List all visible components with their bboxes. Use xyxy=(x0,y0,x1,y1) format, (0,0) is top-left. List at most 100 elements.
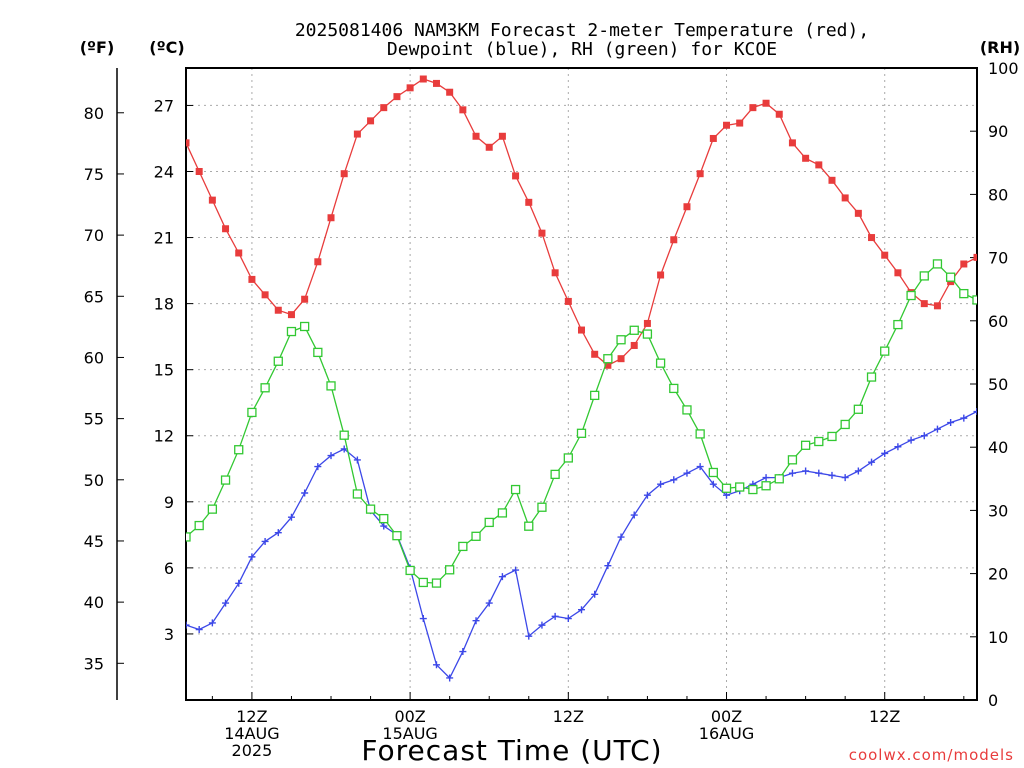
dewpoint-point xyxy=(353,456,361,464)
rh-point xyxy=(945,272,956,282)
dewpoint-point xyxy=(894,443,902,451)
x-tick-label: 2025 xyxy=(232,741,273,760)
grid-lines xyxy=(186,68,977,700)
dewpoint-line xyxy=(186,410,977,680)
series-dewpoint xyxy=(186,399,994,682)
rh-point xyxy=(445,565,455,575)
rh-point xyxy=(207,504,218,514)
temperature-point xyxy=(881,251,889,259)
rh-point xyxy=(748,484,758,495)
temperature-point xyxy=(235,249,243,257)
x-tick-label: 15AUG xyxy=(382,724,437,743)
temperature-point xyxy=(222,225,230,233)
dewpoint-point xyxy=(419,615,427,623)
x-tick-label: 12Z xyxy=(553,707,584,726)
rh-point xyxy=(405,565,415,576)
dewpoint-point xyxy=(630,511,638,519)
fahrenheit-tick-label: 80 xyxy=(84,104,104,123)
dewpoint-point xyxy=(498,573,506,581)
dewpoint-point xyxy=(287,513,295,521)
dewpoint-point xyxy=(762,474,770,482)
temperature-point xyxy=(630,341,638,349)
rh-point xyxy=(576,428,587,438)
dewpoint-point xyxy=(485,599,493,607)
rh-tick-label: 20 xyxy=(988,565,1008,584)
temperature-point xyxy=(868,234,876,242)
temperature-point xyxy=(657,271,665,279)
rh-point xyxy=(787,455,798,465)
rh-point xyxy=(866,372,877,382)
rh-point xyxy=(774,474,784,484)
rh-point xyxy=(339,430,349,440)
dewpoint-point xyxy=(670,476,678,484)
dewpoint-point xyxy=(841,474,849,482)
dewpoint-point xyxy=(815,469,823,477)
dewpoint-point xyxy=(868,458,876,466)
temperature-point xyxy=(380,104,388,112)
rh-point xyxy=(761,481,771,491)
fahrenheit-tick-label: 70 xyxy=(84,226,104,245)
dewpoint-point xyxy=(987,399,994,406)
temperature-point xyxy=(353,130,361,138)
rh-point xyxy=(273,356,283,366)
dewpoint-point xyxy=(340,445,348,453)
temperature-point xyxy=(815,161,823,169)
temperature-point xyxy=(367,117,375,125)
x-tick-label: 14AUG xyxy=(224,724,279,743)
temperature-point xyxy=(314,258,322,266)
dewpoint-point xyxy=(788,469,796,477)
temperature-point xyxy=(591,350,599,358)
rh-point xyxy=(880,346,890,356)
rh-point xyxy=(853,404,863,414)
temperature-point xyxy=(643,319,651,327)
temperature-point xyxy=(525,198,533,206)
rh-point xyxy=(919,271,929,281)
temperature-point xyxy=(208,196,216,204)
rh-point xyxy=(642,329,653,339)
rh-point xyxy=(186,532,191,542)
rh-point xyxy=(524,521,534,531)
fahrenheit-tick-label: 50 xyxy=(84,471,104,490)
rh-point xyxy=(590,390,600,401)
dewpoint-point xyxy=(564,615,572,623)
fahrenheit-tick-label: 75 xyxy=(84,165,104,184)
rh-line xyxy=(186,262,977,584)
rh-point xyxy=(194,520,204,531)
temperature-point xyxy=(538,229,546,237)
fahrenheit-tick-label: 35 xyxy=(84,654,104,673)
temperature-point xyxy=(432,79,440,87)
temperature-point xyxy=(301,295,309,303)
dewpoint-point xyxy=(248,553,256,561)
temperature-point xyxy=(788,139,796,147)
series-temperature xyxy=(186,75,977,369)
rh-tick-label: 30 xyxy=(988,501,1008,520)
temperature-point xyxy=(393,93,401,101)
rh-point xyxy=(721,483,732,493)
temperature-point xyxy=(973,253,977,261)
dewpoint-point xyxy=(828,471,836,479)
temperature-point xyxy=(933,302,941,310)
fahrenheit-tick-label: 60 xyxy=(84,348,104,367)
dewpoint-point xyxy=(683,469,691,477)
temperature-point xyxy=(186,139,190,147)
dewpoint-point xyxy=(235,579,243,587)
dewpoint-point xyxy=(551,612,559,620)
rh-point xyxy=(932,259,943,269)
rh-point xyxy=(682,405,692,415)
temperature-point xyxy=(749,104,757,112)
dewpoint-point xyxy=(604,562,612,570)
temperature-point xyxy=(274,306,282,314)
temperature-point xyxy=(340,170,348,178)
temperature-point xyxy=(696,170,704,178)
dewpoint-point xyxy=(802,467,810,475)
dewpoint-point xyxy=(446,674,454,682)
rh-tick-label: 50 xyxy=(988,375,1008,394)
temperature-point xyxy=(828,176,836,184)
rh-tick-label: 60 xyxy=(988,312,1008,331)
rh-tick-label: 70 xyxy=(988,249,1008,268)
rh-point xyxy=(616,335,626,345)
rh-point xyxy=(471,531,481,541)
dewpoint-point xyxy=(525,632,533,640)
rh-point xyxy=(497,508,508,518)
